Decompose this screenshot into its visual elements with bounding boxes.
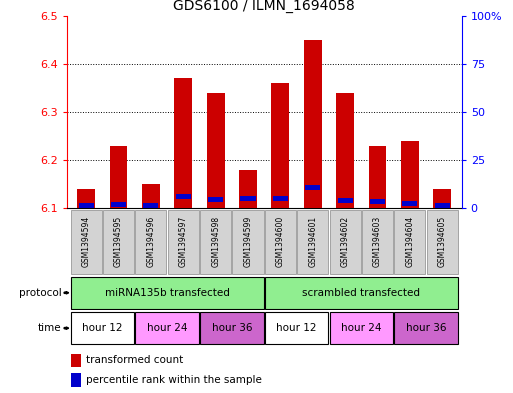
FancyBboxPatch shape xyxy=(71,277,264,309)
Text: hour 12: hour 12 xyxy=(277,323,317,333)
FancyBboxPatch shape xyxy=(168,209,199,274)
FancyBboxPatch shape xyxy=(394,209,425,274)
Bar xyxy=(111,202,126,207)
Text: GSM1394596: GSM1394596 xyxy=(146,216,155,267)
Bar xyxy=(402,201,418,206)
Text: protocol: protocol xyxy=(19,288,62,298)
Bar xyxy=(78,203,94,208)
Text: GSM1394600: GSM1394600 xyxy=(276,216,285,267)
FancyBboxPatch shape xyxy=(135,209,166,274)
Text: hour 36: hour 36 xyxy=(211,323,252,333)
FancyBboxPatch shape xyxy=(232,209,264,274)
Bar xyxy=(71,354,81,367)
FancyBboxPatch shape xyxy=(362,209,393,274)
Text: GSM1394599: GSM1394599 xyxy=(244,216,252,267)
Text: hour 24: hour 24 xyxy=(341,323,382,333)
Bar xyxy=(433,189,451,208)
Bar xyxy=(174,78,192,208)
Text: GSM1394604: GSM1394604 xyxy=(405,216,415,267)
FancyBboxPatch shape xyxy=(265,277,458,309)
FancyBboxPatch shape xyxy=(200,312,264,344)
Bar xyxy=(208,197,223,202)
Text: GSM1394594: GSM1394594 xyxy=(82,216,91,267)
Text: time: time xyxy=(38,323,62,333)
Title: GDS6100 / ILMN_1694058: GDS6100 / ILMN_1694058 xyxy=(173,0,355,13)
FancyBboxPatch shape xyxy=(71,312,134,344)
Bar xyxy=(207,93,225,208)
FancyBboxPatch shape xyxy=(329,209,361,274)
Bar xyxy=(370,199,385,204)
Bar xyxy=(401,141,419,208)
Text: GSM1394595: GSM1394595 xyxy=(114,216,123,267)
Bar xyxy=(142,184,160,208)
Bar xyxy=(369,146,386,208)
Bar xyxy=(304,40,322,208)
Text: hour 36: hour 36 xyxy=(406,323,446,333)
Text: GSM1394601: GSM1394601 xyxy=(308,216,317,267)
Bar xyxy=(338,198,353,203)
Bar xyxy=(305,185,320,189)
Bar xyxy=(143,203,159,208)
Text: scrambled transfected: scrambled transfected xyxy=(302,288,420,298)
Text: percentile rank within the sample: percentile rank within the sample xyxy=(86,375,262,385)
Bar xyxy=(239,170,257,208)
Text: GSM1394603: GSM1394603 xyxy=(373,216,382,267)
Bar xyxy=(241,196,255,201)
FancyBboxPatch shape xyxy=(329,312,393,344)
Text: GSM1394598: GSM1394598 xyxy=(211,216,220,267)
Bar xyxy=(273,196,288,201)
Bar xyxy=(110,146,127,208)
Text: miRNA135b transfected: miRNA135b transfected xyxy=(105,288,229,298)
FancyBboxPatch shape xyxy=(297,209,328,274)
FancyBboxPatch shape xyxy=(427,209,458,274)
Text: GSM1394605: GSM1394605 xyxy=(438,216,447,267)
Text: GSM1394602: GSM1394602 xyxy=(341,216,350,267)
Bar xyxy=(77,189,95,208)
Bar xyxy=(175,194,191,199)
Bar xyxy=(71,373,81,387)
Text: transformed count: transformed count xyxy=(86,355,184,365)
FancyBboxPatch shape xyxy=(71,209,102,274)
FancyBboxPatch shape xyxy=(394,312,458,344)
Text: GSM1394597: GSM1394597 xyxy=(179,216,188,267)
FancyBboxPatch shape xyxy=(103,209,134,274)
Bar xyxy=(271,83,289,208)
Text: hour 24: hour 24 xyxy=(147,323,187,333)
Text: hour 12: hour 12 xyxy=(82,323,123,333)
FancyBboxPatch shape xyxy=(265,312,328,344)
FancyBboxPatch shape xyxy=(135,312,199,344)
FancyBboxPatch shape xyxy=(265,209,296,274)
Bar xyxy=(435,203,450,208)
Bar xyxy=(336,93,354,208)
FancyBboxPatch shape xyxy=(200,209,231,274)
